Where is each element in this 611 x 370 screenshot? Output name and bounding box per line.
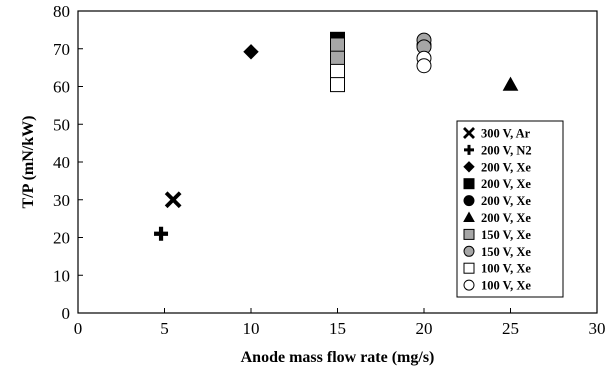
data-point-x: [164, 191, 182, 209]
x-tick-label: 15: [329, 319, 346, 338]
data-point-triangle: [502, 76, 519, 91]
data-point-diamond: [243, 44, 259, 60]
x-tick-label: 0: [74, 319, 83, 338]
legend-label: 200 V, Xe: [481, 177, 531, 191]
x-tick-label: 10: [243, 319, 260, 338]
data-points: [154, 31, 519, 241]
legend-label: 200 V, Xe: [481, 160, 531, 174]
legend-marker-diamond: [463, 161, 475, 173]
legend-label: 200 V, N2: [481, 143, 532, 157]
legend-marker-square: [463, 178, 475, 190]
legend-box: [456, 120, 564, 298]
data-point-square: [330, 77, 345, 93]
y-tick-label: 0: [62, 304, 71, 323]
legend-label: 150 V, Xe: [481, 228, 531, 242]
y-tick-label: 60: [53, 78, 70, 97]
x-axis-title: Anode mass flow rate (mg/s): [241, 349, 435, 366]
legend-marker-triangle: [463, 211, 475, 222]
legend-marker-circle: [463, 195, 475, 207]
data-point-circle: [416, 58, 432, 74]
x-tick-label: 25: [502, 319, 519, 338]
legend-label: 100 V, Xe: [481, 262, 531, 276]
y-tick-label: 70: [53, 40, 70, 59]
legend-label: 300 V, Ar: [481, 127, 531, 141]
legend-label: 100 V, Xe: [481, 279, 531, 293]
y-tick-label: 20: [53, 229, 70, 248]
x-axis-ticks: 0 5 10 15 20 25 30: [74, 308, 606, 338]
data-point-square: [330, 37, 345, 53]
legend-label: 200 V, Xe: [481, 211, 531, 225]
data-point-plus: [154, 226, 169, 241]
x-tick-label: 20: [416, 319, 433, 338]
y-tick-label: 80: [53, 2, 70, 21]
y-axis-title: T/P (mN/kW): [20, 116, 37, 209]
x-tick-label: 30: [589, 319, 606, 338]
legend-marker-square: [463, 228, 475, 240]
legend-marker-square: [463, 262, 475, 274]
data-point-square: [330, 50, 345, 66]
x-tick-label: 5: [160, 319, 169, 338]
legend: 300 V, Ar 200 V, N2 200 V, Xe 200 V, Xe 200 …: [456, 120, 564, 298]
legend-label: 200 V, Xe: [481, 194, 531, 208]
y-tick-label: 10: [53, 266, 70, 285]
legend-marker-plus: [464, 144, 474, 155]
legend-marker-x: [463, 127, 475, 139]
data-point-square: [330, 63, 345, 79]
y-tick-label: 40: [53, 153, 70, 172]
legend-label: 150 V, Xe: [481, 245, 531, 259]
legend-marker-circle: [463, 279, 475, 291]
y-tick-label: 50: [53, 115, 70, 134]
y-tick-label: 30: [53, 191, 70, 210]
y-axis-ticks: 0 10 20 30 40 50 60 70 80: [53, 2, 83, 323]
legend-marker-circle: [463, 245, 475, 257]
